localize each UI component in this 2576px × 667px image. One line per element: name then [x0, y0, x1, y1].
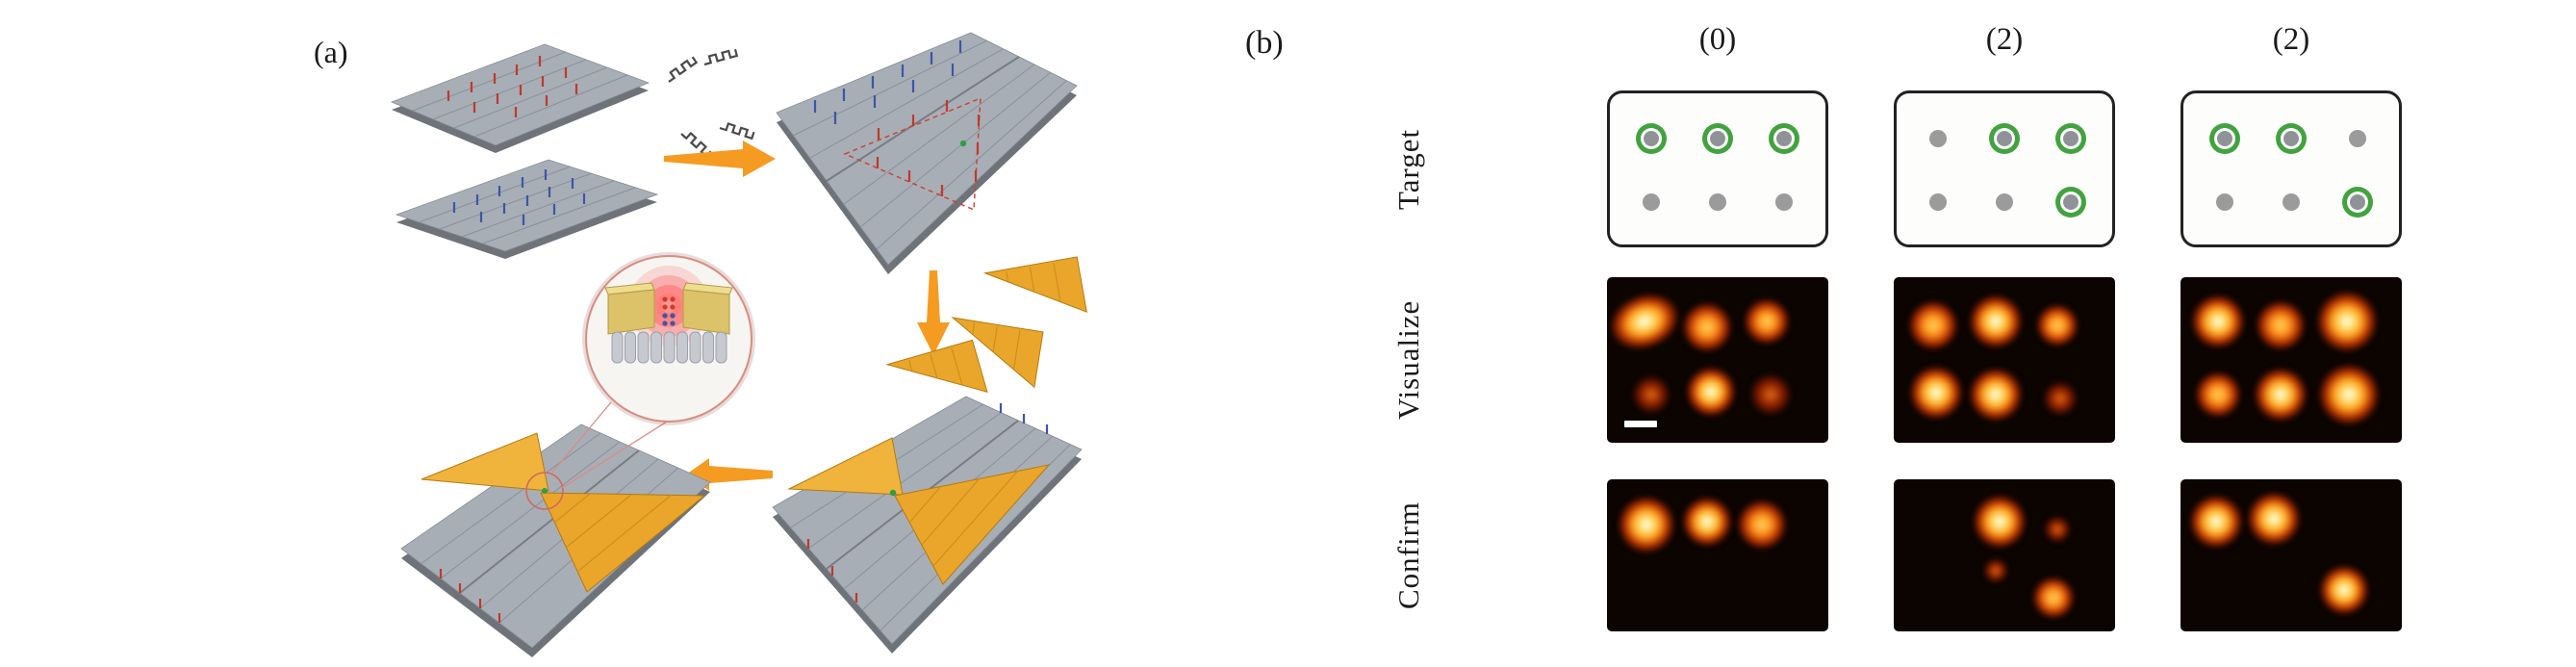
fluorescence-blob [2042, 380, 2078, 416]
visualize-image [2181, 277, 2402, 443]
scale-bar [1624, 421, 1657, 427]
target-site-highlighted [2216, 131, 2232, 147]
target-site [1996, 193, 2013, 212]
confirm-image [1894, 479, 2115, 631]
target-site-highlighted [2283, 131, 2299, 147]
red-staple-strands [876, 100, 981, 196]
fluorescence-blob [2317, 364, 2380, 426]
target-site-highlighted [2063, 131, 2079, 147]
target-site [1928, 193, 1947, 212]
fluorescence-blob [1982, 557, 2008, 583]
target-site [1709, 193, 1726, 212]
fluorescence-blob [1743, 298, 1790, 346]
row-label-visualize: Visualize [1391, 299, 1425, 421]
target-site [2215, 193, 2233, 212]
fluorescence-blob [2319, 565, 2370, 616]
red-staple-strands [446, 56, 578, 117]
target-site [1775, 193, 1794, 212]
fluorescence-blob [1681, 301, 1732, 352]
junction-marker-dot [889, 489, 897, 497]
fluorescence-blob [2253, 368, 2308, 423]
target-site-highlighted [2350, 194, 2366, 211]
gold-wing-small [421, 432, 549, 492]
row-label-target: Target [1391, 128, 1425, 210]
seam-marker-dot [959, 140, 967, 147]
target-site [2349, 130, 2367, 148]
target-site-highlighted [1776, 131, 1793, 147]
junction-marker-dot [542, 488, 548, 494]
fluorescence-blob [2191, 295, 2246, 349]
confirm-image [2181, 479, 2402, 631]
target-site-highlighted [1710, 131, 1725, 147]
gold-wing-small [787, 437, 904, 496]
gold-blocks [604, 282, 733, 335]
fluorescence-blob [1908, 299, 1959, 350]
row-label-confirm: Confirm [1391, 500, 1425, 610]
arrow-down-icon [917, 270, 950, 355]
panel-a-illustration: (a) [314, 32, 1087, 657]
zoom-source-circle [525, 472, 564, 510]
fluorescence-blob [1737, 500, 1787, 551]
fluorescence-blob [2031, 577, 2075, 620]
target-box [1894, 90, 2115, 247]
confirm-image [1607, 479, 1828, 631]
seam-line [459, 449, 640, 594]
origami-sheet-red [390, 43, 650, 153]
column-header: (2) [2272, 22, 2310, 57]
fluorescence-blob [1681, 497, 1732, 548]
zoom-inset [582, 252, 755, 425]
target-site-highlighted [1997, 131, 2012, 147]
fluorescence-blob [2188, 495, 2243, 550]
column-header: (0) [1698, 22, 1737, 57]
assembly-intermediate [772, 396, 1083, 654]
assembly-final [400, 423, 711, 657]
target-site [2283, 193, 2300, 212]
gold-wing-large [540, 492, 706, 593]
fluorescence-blob [1632, 375, 1671, 415]
column-header: (2) [1985, 22, 2024, 57]
fluorescence-blob [1618, 496, 1676, 554]
blue-edge-strands [999, 403, 1049, 434]
blue-staple-strands [452, 169, 586, 225]
fluorescence-blob [2246, 492, 2301, 547]
blue-staple-strands [813, 40, 962, 124]
fluorescence-blob [1968, 368, 2023, 423]
fluorescence-blob [1686, 366, 1737, 417]
red-edge-strands [439, 569, 501, 623]
target-box [1607, 90, 1828, 247]
target-site-highlighted [1643, 131, 1659, 147]
visualize-image [1894, 277, 2115, 443]
visualize-image [1607, 277, 1828, 443]
target-site [1642, 193, 1660, 212]
arrow-right-icon [664, 141, 776, 177]
linker-strand-dots [662, 296, 676, 326]
fluorescence-blob [2044, 516, 2072, 544]
fluorescence-blob [1973, 495, 2028, 550]
gold-triangle-tiles [885, 256, 1087, 393]
panel-b-label: (b) [1245, 25, 1284, 61]
fluorescence-blob [2255, 299, 2306, 350]
target-site-highlighted [2063, 194, 2079, 211]
fluorescence-blob [1968, 295, 2023, 349]
red-edge-strands [806, 539, 858, 603]
target-box [2181, 90, 2402, 247]
panel-a-label: (a) [314, 35, 348, 69]
fluorescence-blob [1908, 366, 1963, 421]
fluorescence-blob [1749, 373, 1793, 417]
fluorescence-blob [1607, 284, 1688, 360]
origami-sheet-blue [395, 159, 659, 259]
joined-origami-sheet [776, 32, 1078, 274]
staple-strand-icons [668, 48, 755, 158]
target-site [1928, 130, 1947, 148]
fluorescence-blob [2036, 303, 2079, 346]
fluorescence-blob [2315, 291, 2378, 353]
dna-helix-pillars [611, 331, 727, 364]
fluorescence-blob [2195, 372, 2242, 419]
